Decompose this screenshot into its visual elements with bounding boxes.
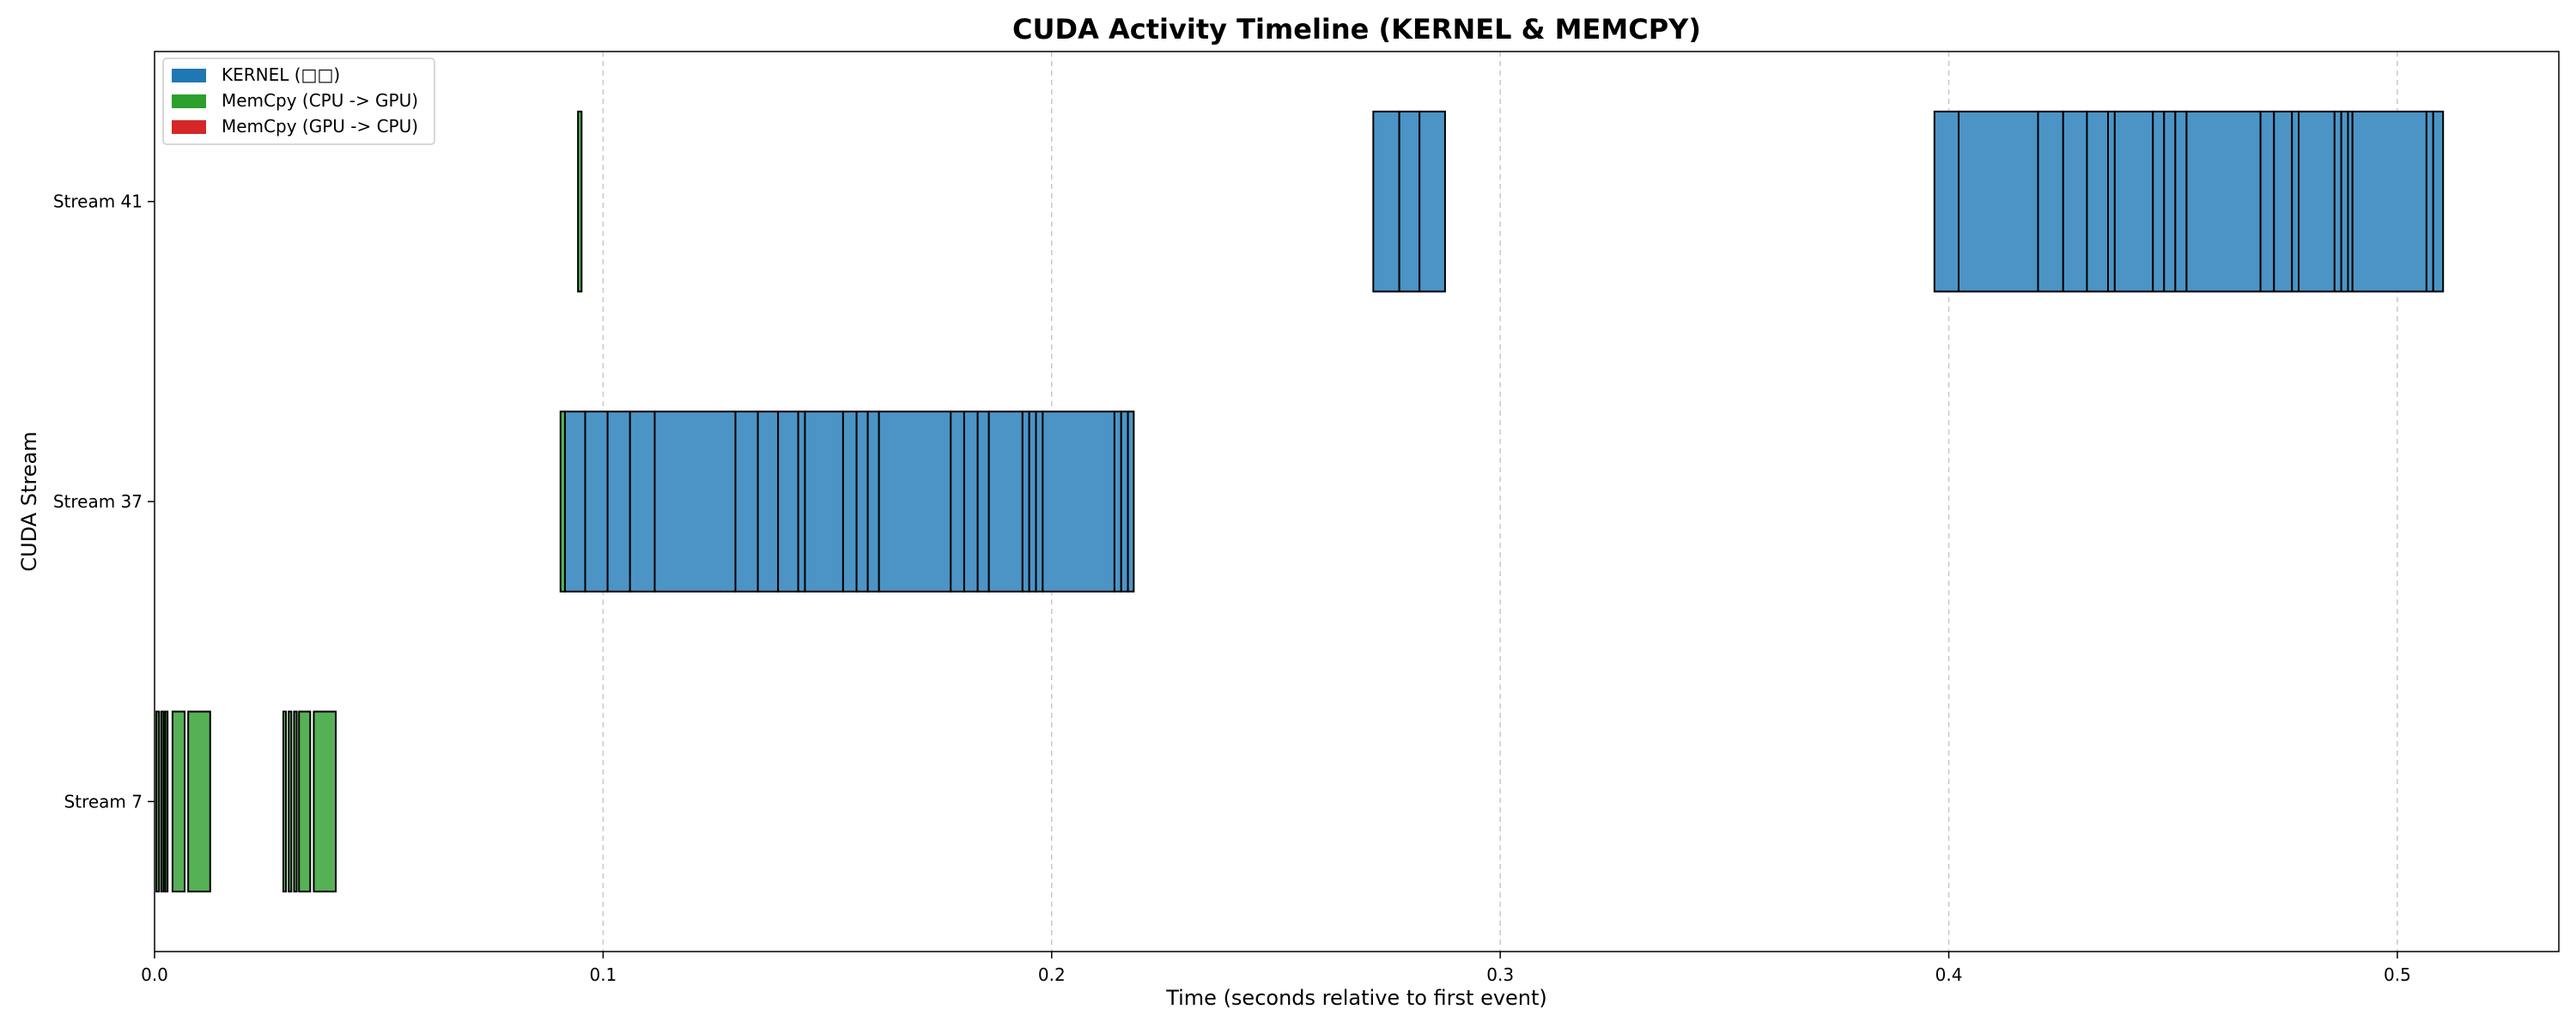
y-tick-label: Stream 7: [64, 791, 143, 812]
chart-title: CUDA Activity Timeline (KERNEL & MEMCPY): [1012, 13, 1701, 46]
kernel-bar: [2163, 110, 2177, 293]
x-tick-label: 0.1: [589, 964, 617, 985]
kernel-bar: [2107, 110, 2116, 293]
kernel-bar: [2185, 110, 2262, 293]
kernel-bar: [1958, 110, 2039, 293]
legend-label: KERNEL (□□): [222, 64, 340, 85]
memcpy-bar: [298, 710, 312, 893]
kernel-bar: [841, 411, 858, 593]
kernel-bar: [2291, 110, 2300, 293]
kernel-bar: [606, 411, 631, 593]
kernel-bar: [950, 411, 965, 593]
y-tick-label: Stream 37: [53, 491, 143, 512]
kernel-bar: [1419, 110, 1446, 293]
memcpy-bar: [171, 710, 186, 893]
kernel-bar: [804, 411, 844, 593]
kernel-bar: [2333, 110, 2342, 293]
legend-swatch: [172, 69, 206, 82]
kernel-bar: [2113, 110, 2154, 293]
kernel-bar: [2259, 110, 2275, 293]
y-tick-label: Stream 41: [53, 192, 143, 212]
kernel-bar: [866, 411, 880, 593]
kernel-bar: [2432, 110, 2445, 293]
kernel-bar: [1127, 411, 1135, 593]
kernel-bar: [629, 411, 656, 593]
kernel-bar: [1372, 110, 1400, 293]
memcpy-bar: [313, 710, 337, 893]
x-axis: 0.0 0.1 0.2 0.3 0.4 0.5: [141, 952, 2411, 985]
kernel-bar: [563, 411, 586, 593]
kernel-bar: [2086, 110, 2109, 293]
kernel-bar: [653, 411, 737, 593]
kernel-bar: [2273, 110, 2293, 293]
kernel-bar: [1035, 411, 1044, 593]
kernel-bar: [777, 411, 799, 593]
kernel-bar: [976, 411, 990, 593]
kernel-bar: [1021, 411, 1030, 593]
legend-frame: [162, 58, 435, 145]
memcpy-bar: [288, 710, 293, 893]
kernel-bar: [1398, 110, 1421, 293]
kernel-bar: [2152, 110, 2166, 293]
x-tick-label: 0.4: [1935, 964, 1963, 985]
kernel-bar: [797, 411, 806, 593]
memcpy-bar: [155, 710, 161, 893]
kernel-bar: [2351, 110, 2427, 293]
memcpy-bar: [293, 710, 298, 893]
kernel-bar: [2062, 110, 2088, 293]
kernel-bar: [1120, 411, 1129, 593]
x-tick-label: 0.5: [2384, 964, 2411, 985]
kernel-bar: [756, 411, 780, 593]
y-axis: Stream 41 Stream 37 Stream 7: [53, 192, 155, 812]
memcpy-bar: [187, 710, 211, 893]
kernel-bar: [1933, 110, 1960, 293]
kernel-bar: [963, 411, 979, 593]
kernel-bar: [878, 411, 952, 593]
kernel-bar: [584, 411, 609, 593]
kernel-bar: [2174, 110, 2188, 293]
kernel-bar: [734, 411, 759, 593]
memcpy-bar: [282, 710, 288, 893]
stream-row: [155, 710, 337, 893]
x-tick-label: 0.2: [1038, 964, 1066, 985]
y-axis-label: CUDA Stream: [17, 431, 41, 571]
kernel-bar: [987, 411, 1024, 593]
memcpy-bar: [160, 710, 165, 893]
kernel-bar: [1042, 411, 1115, 593]
kernel-bar: [1028, 411, 1037, 593]
kernel-bar: [2037, 110, 2064, 293]
grid-lines: [602, 52, 2398, 952]
kernel-bar: [2298, 110, 2336, 293]
x-tick-label: 0.3: [1486, 964, 1514, 985]
legend-label: MemCpy (GPU -> CPU): [222, 116, 418, 137]
legend: KERNEL (□□) MemCpy (CPU -> GPU) MemCpy (GP…: [162, 58, 435, 145]
legend-swatch: [172, 94, 206, 108]
legend-label: MemCpy (CPU -> GPU): [222, 90, 418, 111]
memcpy-bar: [164, 710, 169, 893]
timeline-bars: [155, 110, 2445, 893]
stream-row: [577, 110, 2445, 293]
stream-row: [559, 411, 1135, 593]
kernel-bar: [2425, 110, 2434, 293]
x-axis-label: Time (seconds relative to first event): [1165, 986, 1547, 1010]
legend-swatch: [172, 120, 206, 134]
kernel-bar: [2340, 110, 2349, 293]
x-tick-label: 0.0: [141, 964, 168, 985]
kernel-bar: [1113, 411, 1122, 593]
memcpy-bar: [577, 110, 583, 293]
kernel-bar: [855, 411, 869, 593]
